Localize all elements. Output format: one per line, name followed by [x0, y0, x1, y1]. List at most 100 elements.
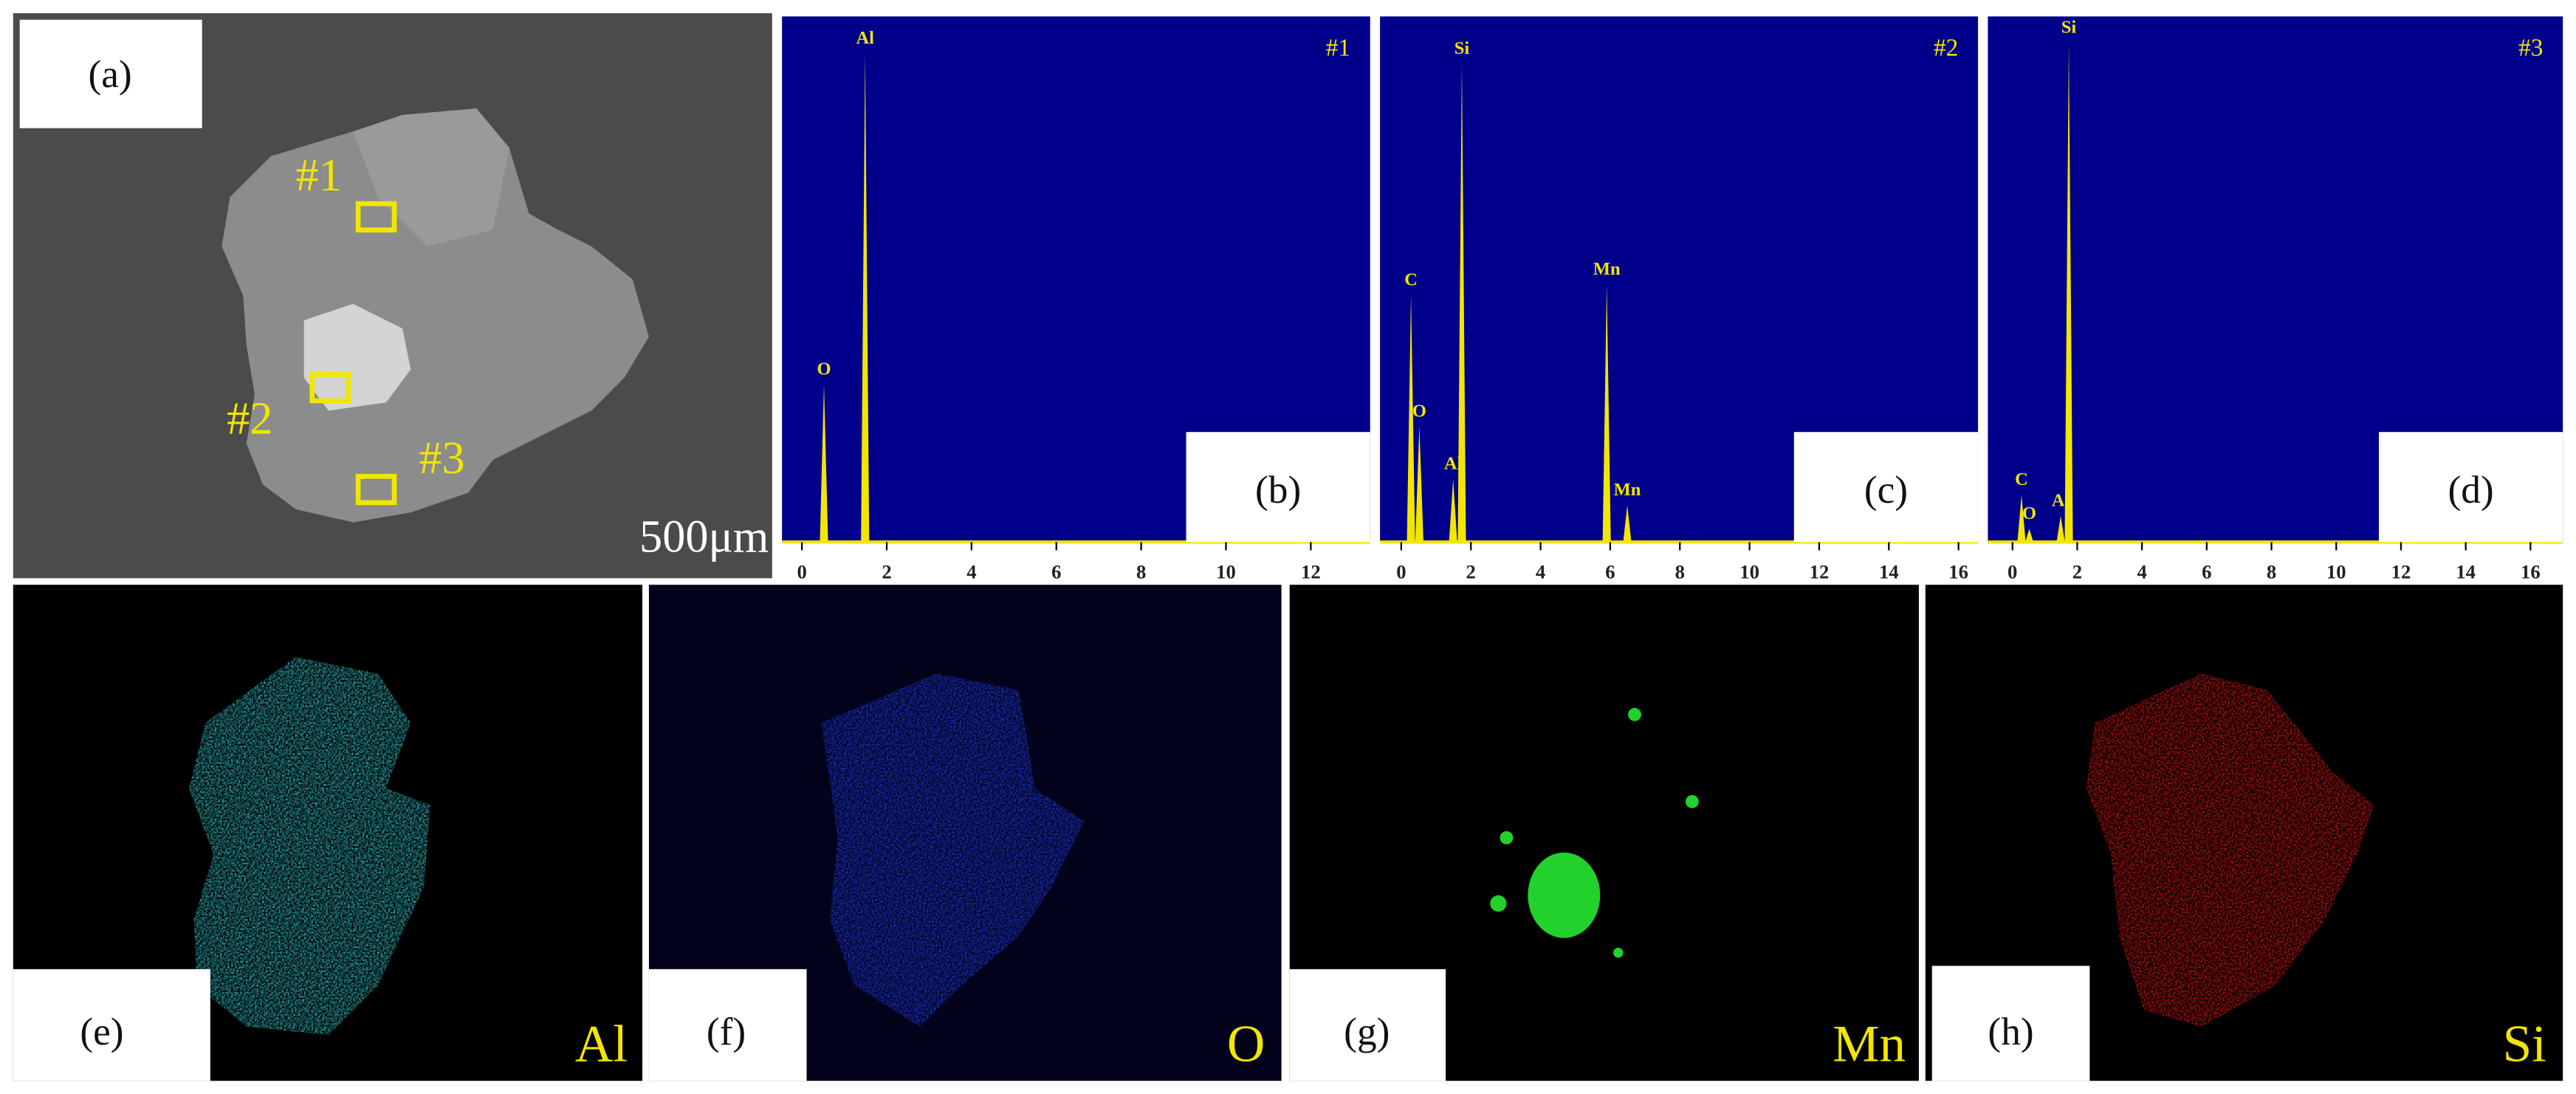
x-tick-label: 12 — [2391, 560, 2411, 582]
panel-label: (d) — [2448, 467, 2493, 512]
peak-label: O — [817, 359, 831, 379]
peak-label: Mn — [1593, 259, 1621, 279]
panel-label: (g) — [1344, 1009, 1390, 1053]
x-tick-label: 6 — [2202, 560, 2211, 582]
peak — [1457, 63, 1466, 543]
peak — [1623, 505, 1632, 543]
map-panel: (e) Al — [13, 585, 643, 1081]
panel-label-box — [1793, 432, 1979, 543]
element-map-spot — [1500, 830, 1514, 844]
x-tick-label: 0 — [2007, 560, 2017, 582]
x-tick-label: 8 — [2267, 560, 2276, 582]
peak — [1415, 426, 1423, 543]
element-map-spot — [1490, 895, 1507, 912]
x-tick-label: 0 — [1396, 560, 1406, 582]
peak-label: Al — [856, 28, 874, 48]
x-tick-label: 4 — [966, 560, 976, 582]
x-tick-label: 4 — [2137, 560, 2146, 582]
panel-label: (a) — [88, 52, 131, 96]
peak — [861, 53, 870, 543]
particle — [221, 108, 649, 523]
x-tick-label: 2 — [1466, 560, 1476, 582]
spectrum-annotation: #3 — [2518, 35, 2543, 62]
element-label: Si — [2503, 1015, 2546, 1073]
panel-label-box — [1186, 432, 1370, 543]
element-map — [188, 657, 430, 1035]
panel-label: (b) — [1255, 467, 1301, 512]
panel-label-box — [648, 969, 807, 1081]
particle-facet — [353, 108, 509, 247]
peak — [1449, 478, 1457, 543]
peak — [2056, 515, 2065, 543]
panel-label-box — [2378, 432, 2563, 543]
region-label: #2 — [227, 393, 272, 444]
x-tick-label: 0 — [797, 560, 806, 582]
sem-panel: (a) #1 #2 #3 500μm — [13, 13, 772, 579]
map-panel: (f) O — [648, 585, 1282, 1081]
element-map-spot — [1685, 794, 1699, 808]
spectrum-chart: 0 2 4 6 8 10 12 O Al #1 (b) — [782, 16, 1370, 582]
x-tick-label: 16 — [2521, 560, 2541, 582]
region-box — [355, 473, 397, 506]
map-panel: (h) Si — [1925, 585, 2563, 1081]
region-label: #3 — [419, 433, 464, 484]
peak — [2064, 42, 2073, 543]
peak-label: C — [1404, 269, 1418, 289]
element-map — [821, 673, 1085, 1027]
x-tick-label: 8 — [1136, 560, 1146, 582]
peak-label: Si — [1454, 38, 1470, 58]
peak-label: O — [1412, 401, 1426, 421]
x-tick-label: 10 — [1739, 560, 1759, 582]
panel-label-box — [19, 19, 202, 128]
peak — [1602, 284, 1611, 543]
peak — [1407, 295, 1415, 543]
peak-label: O — [2022, 503, 2036, 523]
peak-label: C — [2015, 469, 2028, 489]
x-tick-label: 14 — [1879, 560, 1899, 582]
panel-label: (f) — [707, 1009, 746, 1053]
x-tick-label: 4 — [1536, 560, 1545, 582]
spectrum-annotation: #2 — [1934, 35, 1958, 62]
peak-label: Mn — [1614, 480, 1641, 500]
x-tick-label: 6 — [1605, 560, 1615, 582]
peak — [820, 384, 828, 543]
element-map — [2086, 673, 2374, 1027]
element-label: O — [1227, 1015, 1265, 1073]
peak — [2024, 529, 2034, 543]
peak — [2017, 495, 2026, 543]
scale-bar-label: 500μm — [639, 512, 769, 563]
element-label: Mn — [1833, 1015, 1906, 1073]
x-tick-label: 6 — [1051, 560, 1061, 582]
region-label: #1 — [296, 150, 342, 201]
panel-label-box — [13, 969, 210, 1081]
x-tick-label: 10 — [1216, 560, 1236, 582]
peak-label: Si — [2061, 18, 2077, 38]
region-box — [309, 372, 351, 404]
x-tick-label: 14 — [2456, 560, 2476, 582]
x-tick-label: 10 — [2326, 560, 2346, 582]
particle-bright-region — [303, 303, 411, 411]
element-map-spot — [1628, 708, 1641, 721]
x-tick-label: 16 — [1948, 560, 1968, 582]
map-panel: (g) Mn — [1289, 585, 1919, 1081]
x-tick-label: 2 — [2072, 560, 2082, 582]
x-tick-label: 2 — [882, 560, 891, 582]
x-tick-label: 12 — [1810, 560, 1830, 582]
panel-label-box — [1289, 969, 1446, 1081]
panel-label: (h) — [1988, 1009, 2033, 1053]
panel-label-box — [1931, 966, 2090, 1081]
panel-label: (e) — [80, 1009, 123, 1053]
element-map — [1528, 852, 1601, 938]
element-map-spot — [1613, 947, 1624, 958]
element-label: Al — [575, 1015, 628, 1073]
x-tick-label: 12 — [1301, 560, 1321, 582]
region-box — [355, 201, 397, 233]
panel-label: (c) — [1864, 467, 1908, 512]
spectrum-annotation: #1 — [1326, 35, 1350, 62]
x-tick-label: 8 — [1675, 560, 1685, 582]
